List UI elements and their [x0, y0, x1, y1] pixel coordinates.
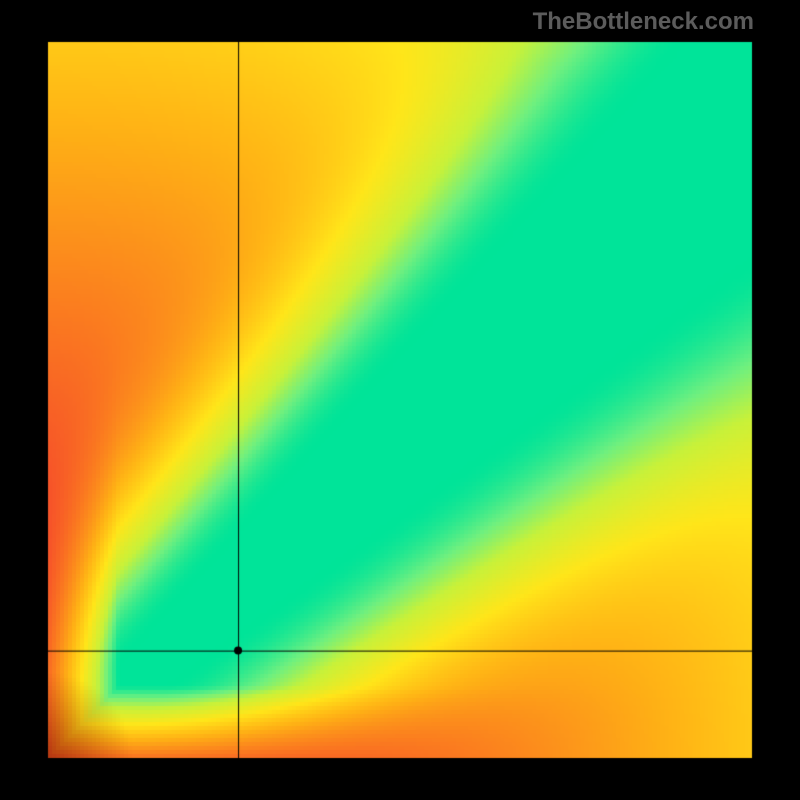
watermark-text: TheBottleneck.com [533, 8, 754, 36]
chart-container: TheBottleneck.com [0, 0, 800, 800]
heatmap-canvas [0, 0, 800, 800]
